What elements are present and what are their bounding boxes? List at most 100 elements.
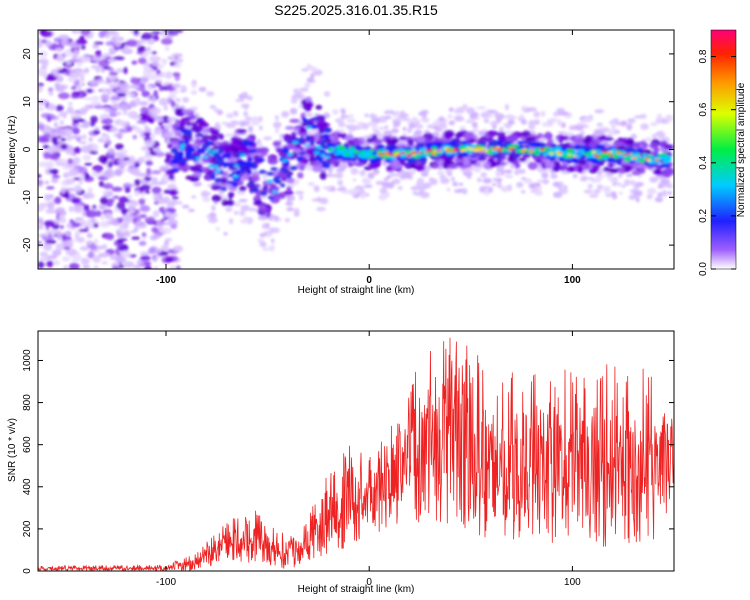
spectrogram-cell [76,61,83,67]
spectrogram-cell [43,152,51,160]
spectrogram-cell [505,115,512,120]
spectrogram-cell [410,186,419,191]
spectrogram-cell [428,177,434,183]
spectrogram-cell [364,179,372,185]
spectrogram-cell [63,246,71,250]
spectrogram-cell [229,157,238,164]
spectrogram-cell [121,209,127,216]
spectrogram-cell [127,194,133,199]
spectrogram-cell [61,256,71,262]
spectrogram-cell [409,169,416,176]
spectrogram-cell [629,179,636,184]
spectrogram-cell [607,151,613,154]
spectrogram-cell [270,238,275,244]
y-tick-label: 20 [22,48,33,60]
spectrogram-cell [597,170,602,176]
spectrogram-cell [104,192,112,198]
spectrogram-cell [601,150,608,154]
spectrogram-cell [394,172,403,177]
spectrogram-cell [504,169,513,174]
spectrogram-cell [116,92,126,98]
spectrogram-cell [469,144,476,149]
spectrogram-cell [577,149,585,153]
spectrogram-cell [125,93,136,97]
spectrogram-cell [286,140,293,144]
spectrogram-cell [191,106,199,110]
spectrogram-cell [252,186,259,193]
spectrogram-cell [586,155,592,159]
spectrogram-cell [649,142,658,149]
spectrogram-cell [656,113,663,121]
spectrogram-cell [603,166,610,172]
spectrogram-cell [230,140,240,147]
spectrogram-cell [480,153,485,160]
spectrogram-cell [482,185,491,190]
spectrogram-cell [100,93,110,101]
y-tick-label: -20 [22,237,33,252]
spectrogram-cell [85,240,93,244]
spectrogram-cell [613,141,624,147]
spectrogram-cell [369,162,380,170]
spectrogram-cell [289,118,300,124]
spectrogram-cell [542,151,549,157]
spectrogram-cell [123,66,128,75]
spectrogram-cell [401,152,406,155]
spectrogram-cell [66,106,74,114]
spectrogram-cell [137,45,146,53]
spectrogram-cell [112,219,120,226]
spectrogram-cell [209,105,217,109]
spectrogram-cell [286,207,295,212]
spectrogram-cell [502,188,508,193]
spectrogram-cell [101,261,108,265]
spectrogram-cell [163,132,173,138]
spectrogram-cell [211,205,216,211]
spectrogram-cell [326,173,334,178]
spectrogram-cell [143,265,152,269]
spectrogram-cell [221,121,228,126]
spectrogram-cell [115,41,122,48]
spectrogram-cell [553,191,563,198]
spectrogram-cell [328,147,333,152]
spectrogram-cell [541,172,549,179]
spectrogram-cell [160,222,170,226]
spectrogram-cell [180,143,186,147]
spectrogram-cell [552,164,561,173]
spectrogram-cell [171,83,182,89]
spectrogram-cell [214,177,222,184]
spectrogram-cell [646,155,654,158]
spectrogram-cell [150,179,157,186]
spectrogram-cell [632,142,641,149]
spectrogram-cell [81,55,92,63]
spectrogram-cell [69,219,74,224]
spectrogram-cell [134,221,146,227]
spectrogram-cell [248,207,257,212]
spectrogram-cell [349,114,354,118]
spectrogram-cell [118,217,124,223]
spectrogram-cell [491,148,496,151]
spectrogram-cell [440,177,450,184]
spectrogram-cell [476,177,482,183]
spectrogram-cell [71,197,81,204]
spectrogram-cell [60,137,67,142]
spectrogram-cell [284,217,290,223]
spectrogram-cell [294,190,304,195]
spectrogram-cell [67,76,77,83]
spectrogram-cell [391,128,399,134]
spectrogram-cell [323,161,332,166]
spectrogram-cell [144,217,156,223]
spectrogram-cell [44,194,53,202]
spectrogram-cell [222,152,231,159]
spectrogram-cell [227,192,234,200]
spectrogram-cell [633,115,643,119]
spectrogram-cell [579,178,588,182]
spectrogram-cell [576,122,586,126]
spectrogram-cell [238,198,248,203]
spectrogram-cell [208,152,214,156]
spectrogram-cell [39,251,49,257]
spectrogram-cell [393,154,399,158]
spectrogram-cell [100,215,105,220]
spectrogram-cell [461,188,468,195]
spectrogram-cell [241,91,249,97]
spectrogram-cell [422,152,429,157]
spectrogram-cell [316,206,326,212]
